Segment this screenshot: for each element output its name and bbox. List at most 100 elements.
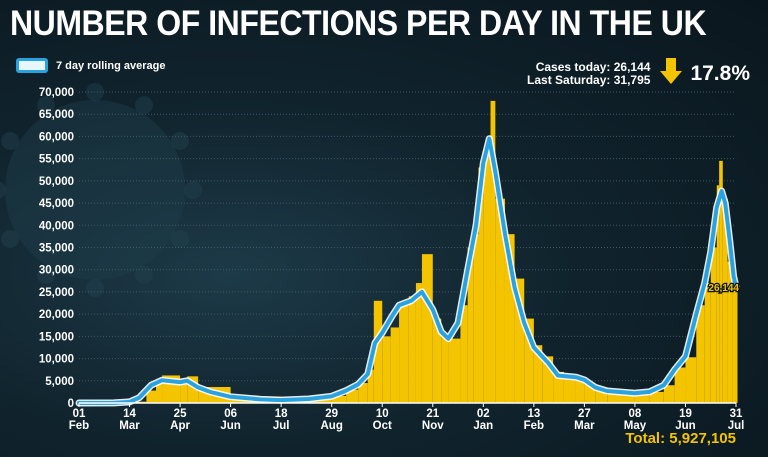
y-tick-label: 40,000 (39, 220, 74, 232)
daily-cases-bar (553, 371, 564, 403)
daily-cases-bar (719, 160, 723, 403)
x-axis: 01Feb14Mar25Apr06Jun18Jul29Aug10Oct21Nov… (69, 403, 745, 432)
x-tick-day: 21 (426, 408, 439, 420)
daily-cases-bar (331, 395, 347, 403)
daily-cases-bar (634, 393, 650, 403)
daily-cases-bar (584, 383, 596, 403)
daily-cases-bar (390, 327, 400, 403)
x-tick-day: 10 (376, 408, 389, 420)
y-tick-label: 55,000 (39, 154, 74, 166)
rolling-average-line (77, 136, 738, 405)
daily-cases-bar (607, 391, 635, 403)
daily-cases-bar (524, 318, 534, 403)
virus-spike (184, 181, 202, 199)
daily-cases-bar (473, 234, 479, 403)
down-arrow-icon-graphic (660, 58, 683, 84)
daily-cases-bar (490, 100, 496, 403)
annotations: 26,144 (707, 282, 741, 296)
daily-cases-bar (373, 300, 383, 403)
x-tick-day: 02 (477, 408, 490, 420)
daily-cases-bars (113, 100, 738, 403)
x-tick-day: 01 (73, 408, 86, 420)
daily-cases-bar (187, 376, 199, 403)
cases-today-text: Cases today: 26,144 (535, 59, 651, 74)
x-tick-day: 14 (123, 408, 136, 420)
y-tick-label: 0 (68, 398, 74, 410)
daily-cases-bar (716, 185, 720, 403)
x-tick-month: Jun (675, 420, 695, 432)
x-tick-day: 06 (224, 408, 237, 420)
daily-cases-bar (483, 149, 491, 403)
daily-cases-bar (533, 345, 543, 403)
x-tick-month: Jan (473, 420, 493, 432)
y-tick-label: 65,000 (39, 109, 74, 121)
virus-spike (0, 181, 6, 199)
x-tick-month: Aug (321, 420, 343, 432)
daily-cases-bar (156, 380, 163, 403)
x-tick-month: Feb (69, 420, 89, 432)
daily-cases-bar (663, 385, 675, 403)
legend: 7 day rolling average (16, 58, 165, 73)
daily-cases-bar (685, 357, 697, 403)
y-tick-label: 45,000 (39, 198, 74, 210)
daily-cases-bar (460, 305, 468, 403)
daily-cases-bar (710, 247, 717, 403)
x-tick-month: Nov (422, 420, 444, 432)
daily-cases-bar (146, 390, 157, 403)
daily-cases-bar (732, 279, 736, 403)
virus-spike (37, 96, 55, 115)
y-axis: 0 5,000 10,000 15,000 20,000 25,000 30,000 35,0… (39, 87, 736, 410)
y-tick-label: 60,000 (39, 131, 74, 143)
daily-cases-bar (441, 334, 449, 403)
x-tick-day: 18 (275, 408, 288, 420)
y-tick-label: 25,000 (39, 287, 74, 299)
daily-cases-bar (478, 167, 484, 403)
daily-cases-bar (542, 356, 554, 403)
x-tick-month: Oct (373, 420, 392, 432)
virus-spike (135, 96, 153, 115)
daily-cases-bar (649, 391, 664, 403)
daily-cases-bar (704, 283, 711, 403)
daily-cases-bar (408, 296, 416, 403)
x-tick-month: Feb (524, 420, 544, 432)
y-tick-label: 15,000 (39, 331, 74, 343)
cases-summary-lines: Cases today: 26,144 Last Saturday: 31,79… (527, 59, 651, 87)
y-tick-label: 70,000 (39, 87, 74, 99)
daily-cases-bar (367, 369, 374, 403)
x-tick-month: Jul (728, 420, 745, 432)
daily-cases-bar (722, 198, 728, 403)
daily-cases-bar (674, 367, 686, 403)
daily-cases-bar (346, 389, 359, 403)
daily-cases-bar (514, 278, 525, 403)
virus-spike (86, 279, 104, 297)
x-tick-month: Apr (170, 420, 190, 432)
cases-summary: Cases today: 26,144 Last Saturday: 31,79… (527, 58, 750, 89)
daily-cases-bar (736, 286, 738, 403)
y-tick-label: 5,000 (45, 376, 74, 388)
x-tick-month: May (624, 420, 647, 432)
virus-spike (37, 265, 55, 284)
y-tick-label: 35,000 (39, 243, 74, 255)
latest-value-label: 26,144 (708, 283, 739, 294)
x-tick-day: 31 (730, 408, 743, 420)
daily-cases-bar (727, 261, 733, 403)
legend-label: 7 day rolling average (56, 59, 166, 72)
daily-cases-bar (432, 318, 442, 403)
daily-cases-bar (415, 283, 422, 403)
virus-spike (1, 132, 20, 150)
daily-cases-bar (563, 377, 576, 403)
daily-cases-bar (358, 383, 368, 403)
last-saturday-text: Last Saturday: 31,795 (527, 72, 651, 87)
chart-title: NUMBER OF INFECTIONS PER DAY IN THE UK (10, 4, 707, 43)
daily-cases-bar (504, 234, 515, 403)
x-tick-day: 08 (629, 408, 642, 420)
daily-cases-bar (696, 305, 705, 403)
daily-cases-bar (399, 305, 409, 403)
x-tick-month: Mar (119, 420, 140, 432)
virus-spike (170, 230, 189, 248)
x-tick-month: Jun (220, 420, 240, 432)
x-tick-day: 29 (325, 408, 338, 420)
virus-spike (1, 230, 20, 248)
x-tick-day: 27 (578, 408, 591, 420)
